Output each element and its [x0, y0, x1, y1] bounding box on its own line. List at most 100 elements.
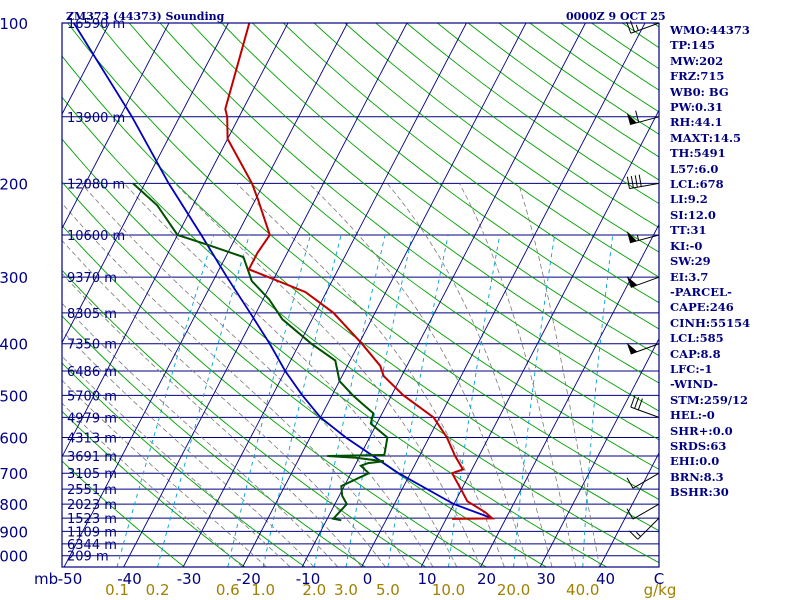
reference-lines: [0, 23, 800, 567]
isotherm-line: [0, 23, 50, 567]
dry-adiabat-line: [62, 460, 185, 567]
isotherm-line: [62, 23, 170, 230]
wind-section-header: -WIND-: [670, 377, 718, 392]
moist-adiabat-line: [62, 239, 386, 567]
height-label: 13900 m: [67, 111, 125, 126]
index-frz: FRZ:715: [670, 69, 725, 84]
temperature-tick-label: -30: [177, 570, 202, 588]
pressure-tick-label: 800: [0, 496, 28, 514]
wind-barb-shaft: [630, 343, 660, 355]
temperature-tick-label: 0: [363, 570, 373, 588]
mixing-ratio-line: [582, 234, 614, 567]
moist-adiabat-line: [62, 302, 339, 567]
index-ki: KI:-0: [670, 238, 703, 253]
wind-barb-pennant: [626, 112, 637, 125]
wind-barb-feather: [630, 175, 634, 188]
isotherm-line: [62, 23, 229, 344]
index-cinh: CINH:55154: [670, 315, 751, 330]
mixing-ratio-label: 40.0: [566, 581, 599, 599]
wind-barb: [626, 174, 660, 190]
sounding-profiles: [73, 23, 495, 522]
isotherm-line: [599, 452, 659, 567]
wind-barb-feather: [634, 397, 640, 409]
mixing-ratio-label: 3.0: [334, 581, 358, 599]
wind-barb-shaft: [637, 517, 660, 540]
index-l57: L57:6.0: [670, 161, 719, 176]
index-ei: EI:3.7: [670, 269, 709, 284]
dry-adiabat-line: [62, 410, 246, 567]
temperature-tick-label: 30: [536, 570, 555, 588]
moist-adiabat-line: [459, 183, 577, 567]
mixing-ratio-label: 1.0: [251, 581, 275, 599]
isotherm-line: [62, 23, 289, 458]
temperature-tick-label: 40: [596, 570, 615, 588]
moist-adiabat-line: [62, 202, 410, 567]
parcel-trace: [73, 23, 493, 520]
wind-barb-feather: [629, 20, 636, 33]
height-label: 3691 m: [67, 450, 117, 465]
sounding-datetime: 0000Z 9 OCT 25: [566, 10, 666, 23]
mixing-ratio-line: [313, 234, 386, 567]
dry-adiabat-line: [159, 23, 659, 412]
wind-barb-feather: [626, 508, 634, 520]
plot-frame: [61, 22, 660, 568]
moist-adiabat-line: [236, 183, 505, 567]
dry-adiabat-line: [62, 315, 366, 567]
pressure-tick-label: 500: [0, 387, 28, 405]
axis-labels: 0.1 0.2 0.6 1.0 2.0 3.0 5.0 10.0 20.0 40.0 g/kg100…: [0, 15, 676, 599]
isotherm-line: [63, 23, 348, 567]
height-label: 2023 m: [67, 498, 117, 513]
index-tt: TT:31: [670, 223, 707, 238]
isotherm-line: [182, 23, 467, 567]
isotherm-line: [539, 337, 659, 567]
parcel-section-header: -PARCEL-: [670, 284, 732, 299]
moist-adiabat-line: [62, 272, 362, 567]
mixing-ratio-label: 0.6: [216, 581, 240, 599]
pressure-unit-label: mb: [34, 570, 58, 588]
index-ehi: EHI:0.0: [670, 454, 720, 469]
wind-barb-shaft: [630, 406, 660, 418]
dry-adiabat-line: [98, 23, 659, 470]
height-label: 209 m: [67, 550, 109, 565]
wind-barb-feather: [637, 398, 643, 411]
dry-adiabat-line: [67, 23, 659, 501]
mixing-ratio-line: [116, 234, 215, 567]
wind-barb: [626, 110, 660, 126]
wind-barb-pennant: [626, 342, 638, 354]
mixing-ratio-line: [387, 234, 449, 567]
isotherm-line: [480, 223, 659, 567]
wind-barb: [626, 20, 660, 34]
temperature-unit-label: C: [654, 570, 664, 588]
pressure-tick-label: 300: [0, 269, 28, 287]
index-stm: STM:259/12: [670, 392, 749, 407]
isotherm-line: [361, 23, 646, 567]
wind-barb-feather: [626, 176, 630, 189]
wind-barb-feather: [626, 477, 634, 489]
dry-adiabat-line: [344, 23, 659, 253]
index-rh: RH:44.1: [670, 115, 723, 130]
wind-barb-feather: [630, 395, 636, 408]
height-label: 1109 m: [67, 525, 117, 540]
wind-barb-shaft: [629, 116, 660, 126]
mixing-ratio-unit: g/kg: [644, 581, 677, 599]
index-cap: CAP:8.8: [670, 346, 721, 361]
wind-barb-shaft: [629, 234, 660, 244]
mixing-ratio-line: [345, 234, 413, 567]
wind-barb-shaft: [630, 22, 660, 34]
mixing-ratio-label: 20.0: [497, 581, 530, 599]
dry-adiabat-line: [252, 23, 659, 330]
mixing-ratio-line: [262, 234, 342, 567]
index-lfc: LFC:-1: [670, 361, 713, 376]
dry-adiabat-line: [746, 23, 800, 567]
height-label: 4979 m: [67, 411, 117, 426]
index-pw: PW:0.31: [670, 100, 724, 115]
wind-barb-feather: [626, 21, 632, 34]
wind-barb-feather: [634, 175, 638, 188]
temperature-tick-label: 10: [417, 570, 436, 588]
mixing-ratio-label: 10.0: [432, 581, 465, 599]
dry-adiabat-line: [776, 23, 800, 567]
index-wmo: WMO:44373: [670, 23, 750, 37]
stability-indices-panel: WMO:44373 TP:145 MW:202 FRZ:715 WB0: BG …: [670, 23, 750, 501]
mixing-ratio-line: [227, 234, 311, 567]
